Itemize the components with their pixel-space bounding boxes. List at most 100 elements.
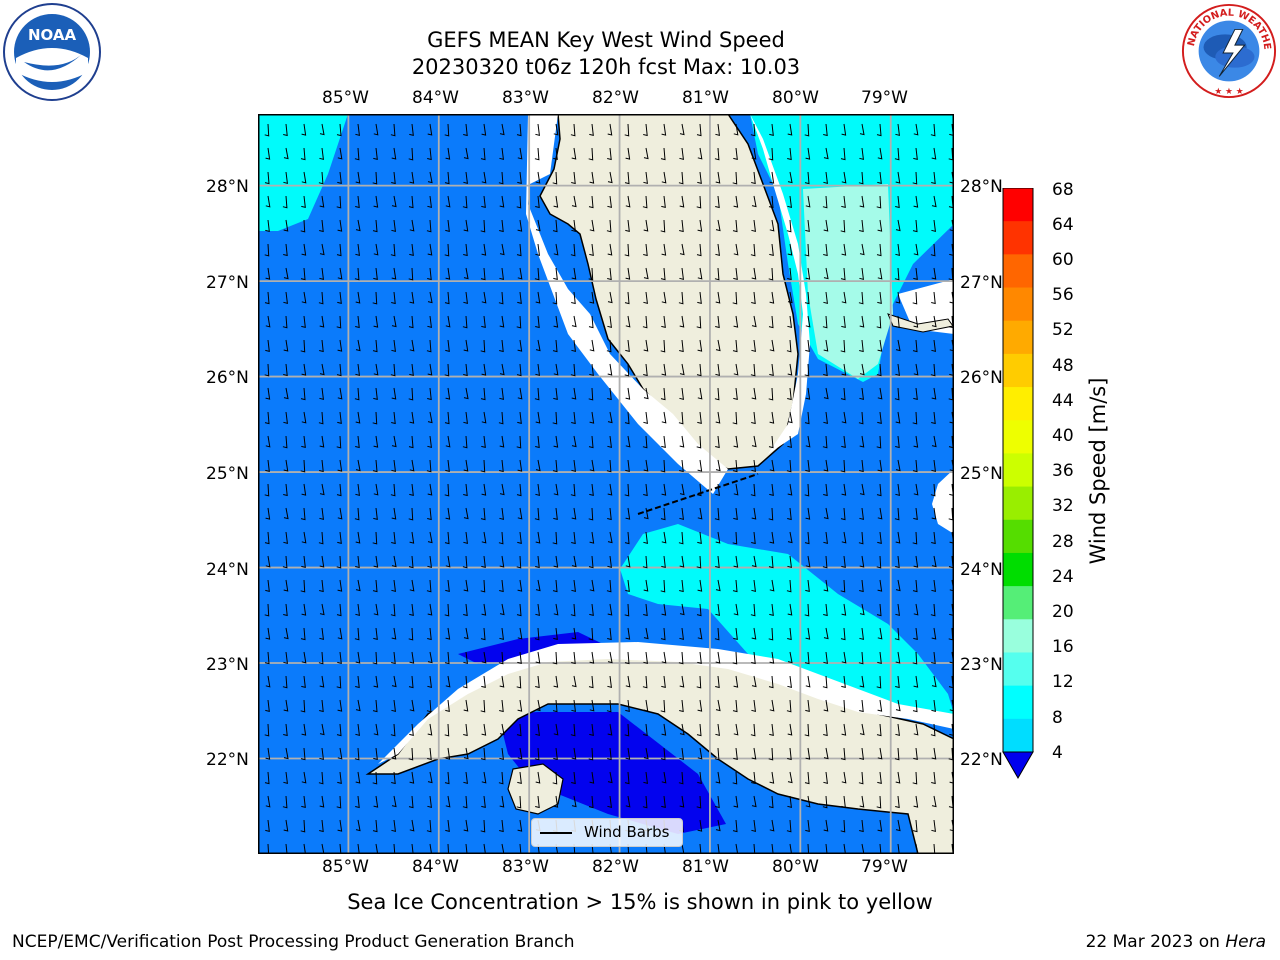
wind-barb xyxy=(643,171,648,184)
wind-barb xyxy=(805,555,811,568)
wind-barb xyxy=(319,795,325,808)
wind-barb xyxy=(463,579,469,592)
wind-barb xyxy=(300,339,306,353)
wind-barb xyxy=(930,483,936,497)
wind-barb xyxy=(463,123,468,137)
wind-barb xyxy=(930,363,936,377)
wind-barb xyxy=(589,171,595,184)
cbar-tick-28: 28 xyxy=(1052,532,1074,552)
wind-barb xyxy=(463,219,469,232)
wind-barb xyxy=(678,411,684,425)
wind-barb xyxy=(589,339,595,352)
cyan-region-nw xyxy=(258,114,348,231)
wind-barb xyxy=(372,459,378,473)
wind-barb xyxy=(858,771,864,785)
wind-barb xyxy=(769,819,775,832)
wind-barb xyxy=(679,267,684,280)
wind-barb xyxy=(787,243,793,256)
wind-barb xyxy=(319,339,324,353)
wind-barb xyxy=(624,771,630,785)
wind-barb xyxy=(805,339,810,353)
wind-barb xyxy=(571,555,577,568)
wind-barb xyxy=(768,675,774,689)
wind-barb xyxy=(732,411,738,425)
wind-barb xyxy=(264,651,270,665)
wind-barb xyxy=(553,555,559,568)
footer-machine: Hera xyxy=(1225,932,1266,952)
wind-barb xyxy=(807,843,810,854)
lon-label-bottom-83: 83°W xyxy=(502,857,549,877)
wind-barb xyxy=(607,147,612,161)
wind-barb xyxy=(481,723,487,736)
wind-barb xyxy=(445,579,450,593)
wind-barb xyxy=(877,291,882,305)
wind-barb xyxy=(535,795,540,809)
wind-barb xyxy=(499,363,505,376)
footer-date-text: 22 Mar 2023 on xyxy=(1085,932,1226,952)
wind-barb xyxy=(876,555,882,569)
wind-barb xyxy=(912,411,918,425)
wind-barb xyxy=(859,315,865,328)
wind-barb xyxy=(589,123,594,137)
wind-barb xyxy=(517,267,523,280)
wind-barb xyxy=(408,315,414,329)
wind-barb xyxy=(841,795,846,809)
wind-barb xyxy=(283,123,288,137)
wind-barb xyxy=(498,171,504,185)
wind-barb xyxy=(751,339,756,352)
wind-barb xyxy=(625,507,631,520)
wind-barb xyxy=(895,579,901,592)
wind-barb xyxy=(301,771,307,784)
wind-barb xyxy=(859,339,864,353)
wind-barb xyxy=(319,435,325,448)
lon-label-top-84: 84°W xyxy=(412,88,459,108)
wind-barb xyxy=(787,531,793,544)
wind-barb xyxy=(373,747,378,761)
wind-barb xyxy=(805,147,811,160)
wind-barb xyxy=(444,651,450,665)
wind-barb xyxy=(913,555,919,568)
wind-barb xyxy=(337,291,342,305)
wind-barb xyxy=(715,411,721,424)
wind-barb xyxy=(715,603,720,616)
wind-barb xyxy=(463,771,468,784)
wind-barb xyxy=(624,291,630,305)
wind-barb xyxy=(499,603,505,616)
wind-barb xyxy=(787,771,793,784)
bahamas-buffer xyxy=(932,469,954,534)
wind-barb xyxy=(589,531,595,544)
wind-barb xyxy=(553,843,559,854)
wind-barb xyxy=(535,123,540,136)
wind-barb xyxy=(786,459,792,473)
wind-barb xyxy=(265,459,270,473)
wind-barb xyxy=(805,675,811,688)
wind-barb xyxy=(373,363,379,376)
wind-barb xyxy=(607,243,613,256)
wind-barb xyxy=(391,195,397,208)
wind-barb xyxy=(625,699,630,713)
wind-barb xyxy=(769,291,775,304)
wind-barb xyxy=(319,627,324,640)
wind-barb xyxy=(265,387,271,400)
wind-barb xyxy=(283,387,289,400)
wind-barb xyxy=(606,219,612,233)
wind-barb xyxy=(552,531,558,545)
lon-label-top-81: 81°W xyxy=(682,88,729,108)
wind-barb xyxy=(841,435,846,449)
wind-barb xyxy=(931,579,936,592)
wind-barb xyxy=(336,723,342,737)
wind-barb xyxy=(553,723,559,736)
wind-barb xyxy=(391,579,396,592)
wind-barb xyxy=(841,651,847,664)
wind-barb xyxy=(445,387,451,400)
wind-barb xyxy=(265,747,271,760)
wind-barb xyxy=(447,843,450,854)
wind-barb xyxy=(660,387,666,401)
wind-barb xyxy=(517,627,523,640)
wind-barb xyxy=(804,483,810,497)
wind-barb xyxy=(373,195,379,208)
wind-barb xyxy=(696,675,702,689)
wind-barb xyxy=(787,843,793,854)
wind-barb xyxy=(339,843,342,854)
wind-barb xyxy=(409,843,414,854)
